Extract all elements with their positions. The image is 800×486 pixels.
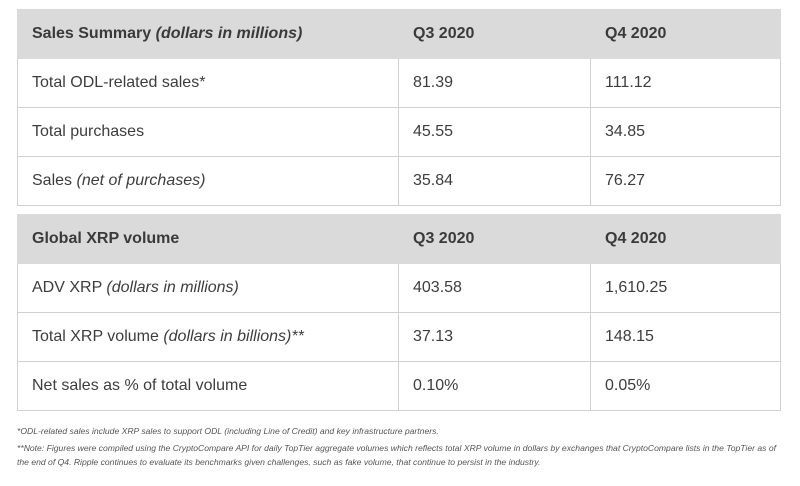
footnote-cryptocompare: **Note: Figures were compiled using the … xyxy=(17,443,777,467)
column-header-q3: Q3 2020 xyxy=(398,214,591,264)
table-row: Net sales as % of total volume 0.10% 0.0… xyxy=(17,361,781,411)
row-label-text: Total purchases xyxy=(32,123,145,140)
cell-q3: 403.58 xyxy=(398,263,591,313)
row-label-text: Sales xyxy=(32,172,73,189)
row-label: Total purchases xyxy=(17,107,399,157)
row-label: Net sales as % of total volume xyxy=(17,361,399,411)
footnotes: *ODL-related sales include XRP sales to … xyxy=(17,424,780,472)
row-label-text: ADV XRP xyxy=(32,279,102,296)
footnote-odl: *ODL-related sales include XRP sales to … xyxy=(17,426,439,436)
table-row: Total XRP volume (dollars in billions)**… xyxy=(17,312,781,362)
row-label: ADV XRP (dollars in millions) xyxy=(17,263,399,313)
table-row: ADV XRP (dollars in millions) 403.58 1,6… xyxy=(17,263,781,313)
cell-q3: 37.13 xyxy=(398,312,591,362)
row-label-text: Net sales as % of total volume xyxy=(32,377,248,394)
global-xrp-volume-table: Global XRP volume Q3 2020 Q4 2020 ADV XR… xyxy=(17,214,781,411)
row-label-text: Total XRP volume xyxy=(32,328,159,345)
cell-q4: 111.12 xyxy=(590,58,781,108)
table-row: Total ODL-related sales* 81.39 111.12 xyxy=(17,58,781,108)
cell-q3: 45.55 xyxy=(398,107,591,157)
table-row: Sales (net of purchases) 35.84 76.27 xyxy=(17,156,781,206)
sales-summary-table: Sales Summary (dollars in millions) Q3 2… xyxy=(17,9,781,206)
row-label: Total ODL-related sales* xyxy=(17,58,399,108)
row-label-italic: (dollars in billions)** xyxy=(163,328,304,345)
row-label-italic: (net of purchases) xyxy=(76,172,206,189)
table-header-row: Global XRP volume Q3 2020 Q4 2020 xyxy=(17,214,781,264)
cell-q3: 35.84 xyxy=(398,156,591,206)
column-header-q3: Q3 2020 xyxy=(398,9,591,59)
column-header-label: Global XRP volume xyxy=(17,214,399,264)
header-label-text: Sales Summary xyxy=(32,25,152,42)
cell-q4: 148.15 xyxy=(590,312,781,362)
table-row: Total purchases 45.55 34.85 xyxy=(17,107,781,157)
row-label: Total XRP volume (dollars in billions)** xyxy=(17,312,399,362)
column-header-q4: Q4 2020 xyxy=(590,9,781,59)
cell-q4: 34.85 xyxy=(590,107,781,157)
row-label: Sales (net of purchases) xyxy=(17,156,399,206)
cell-q3: 0.10% xyxy=(398,361,591,411)
row-label-text: Total ODL-related sales* xyxy=(32,74,206,91)
header-label-italic: (dollars in millions) xyxy=(155,25,303,42)
cell-q4: 1,610.25 xyxy=(590,263,781,313)
column-header-q4: Q4 2020 xyxy=(590,214,781,264)
cell-q4: 76.27 xyxy=(590,156,781,206)
cell-q4: 0.05% xyxy=(590,361,781,411)
cell-q3: 81.39 xyxy=(398,58,591,108)
row-label-italic: (dollars in millions) xyxy=(106,279,239,296)
table-header-row: Sales Summary (dollars in millions) Q3 2… xyxy=(17,9,781,59)
column-header-label: Sales Summary (dollars in millions) xyxy=(17,9,399,59)
